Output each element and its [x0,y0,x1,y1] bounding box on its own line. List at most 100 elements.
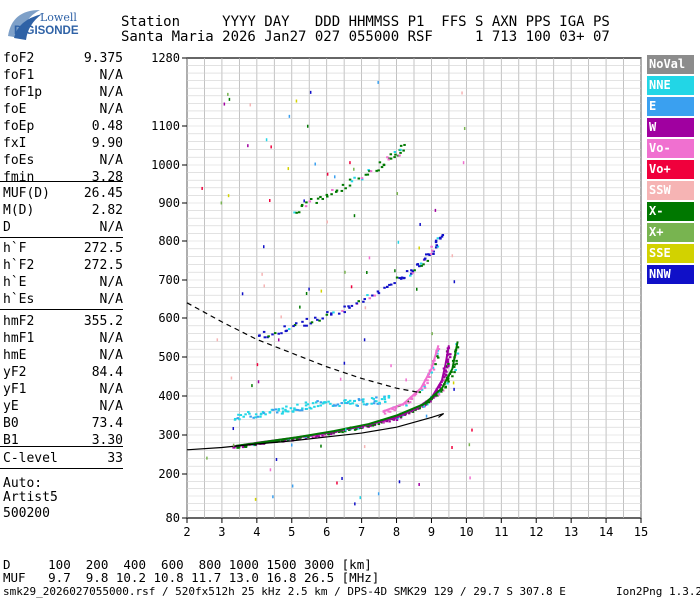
trace-point [446,359,449,362]
trace-point [403,413,407,416]
trace-point [321,402,325,405]
noise-point [471,428,473,432]
trace-point [380,421,384,424]
trace-point [456,352,460,355]
trace-point [414,393,418,396]
trace-point [416,263,420,266]
legend-item-vo: Vo+ [647,160,694,179]
y-tick-label: 1000 [151,158,180,172]
noise-point [350,285,353,289]
x-tick-label: 2 [183,525,190,539]
noise-point [206,456,208,460]
trace-point [423,257,427,260]
trace-point [435,390,439,393]
trace-point [445,370,448,373]
trace-point [294,322,298,325]
noise-point [299,305,301,309]
legend-item-w: W [647,118,694,137]
model-profile-curve [186,412,445,451]
trace-point [404,402,407,405]
x-tick-label: 11 [494,525,508,539]
trace-point [337,430,341,433]
trace-point [382,164,386,167]
trace-point [292,438,295,441]
y-tick-label: 300 [158,428,180,442]
trace-point [319,404,322,407]
trace-point [420,264,423,267]
x-tick-label: 12 [529,525,543,539]
trace-point [284,408,287,411]
trace-point [293,211,296,214]
noise-point [249,103,252,107]
y-tick-label: 1280 [151,51,180,65]
noise-point [451,446,453,450]
trace-point [394,407,398,410]
trace-point [431,249,434,252]
trace-point [254,416,257,419]
noise-point [257,380,260,384]
noise-point [333,175,336,179]
trace-point [444,373,448,376]
y-tick-label: 600 [158,311,180,325]
trace-point [405,270,409,273]
noise-point [265,138,268,142]
noise-point [263,245,265,249]
noise-point [345,428,347,432]
trace-point [361,400,365,403]
noise-point [463,127,466,131]
noise-point [232,427,235,431]
trace-point [426,382,429,385]
trace-point [315,201,318,204]
trace-point [321,197,325,200]
trace-point [393,150,397,153]
trace-point [341,309,344,312]
param-label-15: hmF2 [3,314,35,329]
trace-point [304,205,308,208]
noise-point [468,443,471,447]
trace-point [326,311,329,314]
trace-point [343,311,346,314]
noise-point [452,381,455,385]
trace-point [340,189,344,192]
trace-point [300,409,304,412]
param-separator [0,181,123,182]
trace-point [277,440,280,443]
trace-point [244,445,248,448]
trace-point [315,434,319,437]
noise-point [227,194,230,198]
trace-point [252,416,255,419]
trace-point [332,432,335,435]
trace-point [366,294,369,297]
trace-point [330,313,333,316]
noise-point [363,445,366,449]
trace-point [248,412,251,415]
trace-point [375,400,378,403]
trace-point [369,170,373,173]
trace-point [422,405,426,408]
noise-point [343,361,346,365]
noise-point [326,220,328,224]
trace-point [370,402,373,405]
param-label-18: yF2 [3,365,27,380]
noise-point [363,338,366,342]
trace-point [393,282,396,285]
trace-point [286,439,290,442]
trace-point [340,402,344,405]
trace-point [298,409,302,412]
param-value-9: 2.82 [91,203,123,218]
x-tick-label: 15 [634,525,648,539]
param-value-23: 33 [107,451,123,466]
trace-point [336,403,340,406]
param-label-3: foE [3,102,27,117]
trace-point [403,143,406,146]
trace-point [387,396,391,399]
trace-point [399,151,402,154]
header-line-1: Station YYYY DAY DDD HHMMSS P1 FFS S AXN… [121,14,610,30]
trace-point [410,269,413,272]
trace-point [368,170,371,173]
noise-point [418,246,420,250]
noise-point [261,272,263,276]
param-label-6: foEs [3,153,35,168]
trace-point [369,424,372,427]
noise-point [353,214,356,218]
